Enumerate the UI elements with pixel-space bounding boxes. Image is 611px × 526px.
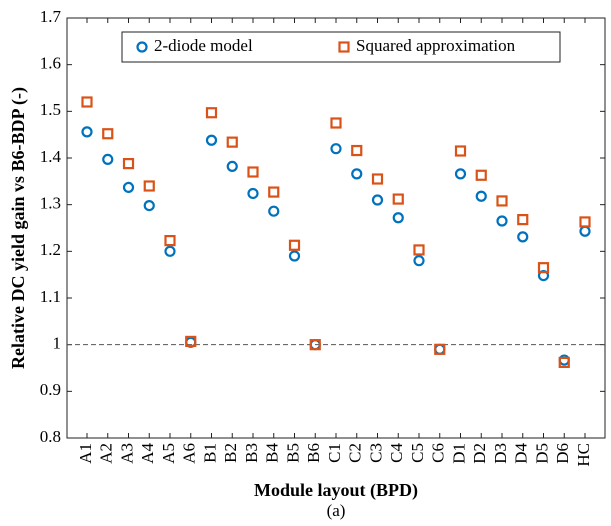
y-tick-label: 0.9 — [40, 380, 61, 399]
circle-marker — [247, 187, 259, 200]
y-tick-label: 0.8 — [40, 427, 61, 446]
square-marker — [579, 216, 591, 228]
x-tick-label: D2 — [470, 443, 489, 464]
square-marker — [351, 144, 363, 157]
x-tick-label: C3 — [366, 443, 385, 463]
x-tick-label: D5 — [532, 443, 551, 464]
y-tick-label: 1.7 — [40, 7, 62, 26]
square-marker — [517, 214, 529, 226]
square-marker — [371, 173, 384, 185]
circle-marker — [475, 190, 487, 202]
x-tick-label: B6 — [304, 443, 323, 463]
square-marker — [81, 96, 93, 108]
circle-marker — [392, 212, 404, 224]
x-tick-label: B5 — [283, 443, 302, 463]
square-marker — [392, 193, 404, 205]
circle-marker — [351, 168, 363, 180]
square-marker — [143, 180, 155, 192]
x-tick-label: B3 — [242, 443, 261, 463]
square-marker — [205, 107, 218, 119]
square-marker — [288, 239, 301, 251]
x-tick-label: B1 — [200, 443, 219, 463]
circle-marker — [268, 205, 280, 217]
x-tick-label: A5 — [159, 443, 178, 464]
circle-marker — [413, 255, 425, 267]
square-marker — [268, 186, 280, 198]
x-tick-label: D3 — [491, 443, 510, 464]
circle-marker — [288, 250, 301, 262]
square-marker — [330, 117, 342, 129]
circle-marker — [579, 225, 591, 237]
square-marker — [185, 335, 197, 347]
x-tick-label: C5 — [408, 443, 427, 463]
circle-marker — [496, 215, 508, 227]
legend-label: 2-diode model — [154, 36, 253, 55]
square-marker — [226, 136, 238, 148]
square-marker — [496, 195, 508, 207]
legend-box — [121, 31, 561, 63]
square-marker — [122, 158, 135, 170]
x-tick-label: D1 — [449, 443, 468, 464]
square-marker — [558, 356, 570, 368]
x-tick-label: D6 — [553, 443, 572, 464]
x-tick-label: C6 — [429, 443, 448, 463]
circle-marker — [205, 134, 218, 146]
square-marker — [454, 145, 467, 157]
square-marker — [164, 235, 176, 247]
circle-marker — [81, 126, 93, 138]
y-axis-label: Relative DC yield gain vs B6-BDP (-) — [8, 87, 29, 369]
x-tick-label: A2 — [97, 443, 116, 464]
x-tick-label: C1 — [325, 443, 344, 463]
y-tick-label: 1.5 — [40, 100, 61, 119]
circle-marker — [330, 143, 342, 155]
legend-marker — [338, 41, 350, 53]
circle-marker — [226, 160, 238, 172]
x-tick-label: D4 — [512, 443, 531, 464]
y-tick-label: 1.2 — [40, 240, 61, 259]
x-tick-label: A4 — [138, 443, 157, 464]
legend-label: Squared approximation — [356, 36, 516, 55]
square-marker — [413, 244, 425, 256]
y-tick-label: 1 — [53, 334, 62, 353]
circle-marker — [517, 231, 529, 243]
legend-marker — [136, 41, 148, 53]
circle-marker — [434, 343, 446, 355]
x-tick-label: C2 — [346, 443, 365, 463]
x-axis-label: Module layout (BPD) — [254, 480, 418, 501]
y-tick-label: 1.4 — [40, 147, 62, 166]
square-marker — [537, 262, 550, 274]
plot-frame — [66, 17, 606, 439]
circle-marker — [143, 200, 155, 212]
x-tick-label: A1 — [76, 443, 95, 464]
circle-marker — [102, 153, 114, 165]
circle-marker — [164, 245, 176, 257]
circle-marker — [371, 194, 384, 206]
y-tick-label: 1.1 — [40, 287, 61, 306]
y-tick-label: 1.6 — [40, 54, 61, 73]
square-marker — [475, 169, 487, 181]
square-marker — [309, 339, 321, 351]
square-marker — [102, 128, 114, 140]
square-marker — [434, 343, 446, 355]
x-tick-label: C4 — [387, 443, 406, 463]
x-tick-label: HC — [574, 443, 593, 467]
caption: (a) — [327, 501, 346, 520]
x-tick-label: A3 — [117, 443, 136, 464]
y-tick-label: 1.3 — [40, 194, 61, 213]
circle-marker — [122, 181, 135, 193]
square-marker — [247, 166, 259, 178]
x-tick-label: B4 — [263, 443, 282, 463]
x-tick-label: A6 — [180, 443, 199, 464]
x-tick-label: B2 — [221, 443, 240, 463]
circle-marker — [454, 168, 467, 180]
